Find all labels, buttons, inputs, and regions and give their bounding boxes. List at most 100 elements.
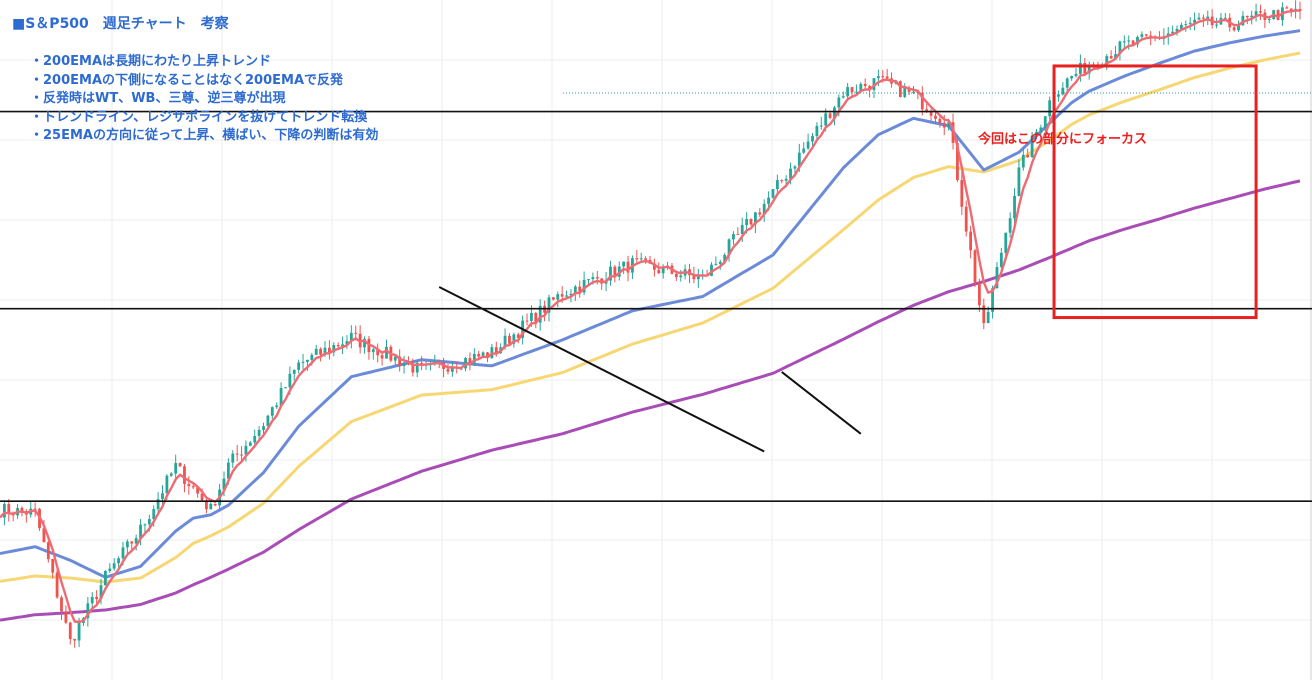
candle (117, 556, 120, 569)
candle-body (310, 354, 314, 360)
candle-body (244, 445, 248, 455)
candle-body (929, 111, 933, 116)
candle-body (1267, 19, 1271, 21)
candle-body (1087, 65, 1091, 74)
candle-body (920, 92, 924, 110)
candle-body (727, 239, 731, 255)
candle (112, 558, 116, 571)
candle-body (938, 118, 942, 123)
candle-body (547, 297, 551, 313)
candle-body (736, 233, 740, 235)
candle-body (762, 203, 766, 215)
candle (512, 332, 516, 348)
candle (828, 112, 832, 120)
candle (174, 454, 178, 482)
trendline (781, 371, 862, 435)
candle-body (942, 122, 946, 128)
candle-body (2, 504, 6, 518)
candle-body (46, 542, 50, 560)
candle-body (226, 462, 230, 479)
candle (270, 406, 274, 419)
candle-body (1237, 25, 1240, 31)
candle (385, 339, 388, 359)
candle-body (789, 168, 792, 179)
candle-body (51, 559, 55, 573)
candle (1241, 11, 1245, 27)
candle-body (516, 334, 520, 338)
candle (209, 501, 213, 510)
candle (1017, 159, 1021, 197)
candle-body (1215, 24, 1218, 26)
candle (635, 249, 639, 265)
candle (95, 590, 99, 606)
candle (402, 355, 406, 374)
candle (600, 278, 604, 290)
candle-body (1201, 17, 1205, 19)
candle-body (819, 125, 823, 127)
candle (86, 596, 90, 627)
candle-body (1250, 15, 1254, 18)
candle-body (1223, 17, 1227, 19)
candle-body (380, 355, 384, 359)
candle (802, 142, 806, 155)
candle-body (1118, 41, 1122, 55)
candle-body (64, 611, 68, 623)
candle (934, 112, 937, 125)
candle (1118, 40, 1122, 61)
candle (319, 347, 323, 362)
candle-body (301, 361, 305, 363)
candle (64, 605, 68, 625)
candle (393, 356, 397, 366)
candle (806, 133, 810, 150)
candle-body (749, 218, 753, 225)
candle (1188, 17, 1192, 31)
candle-body (784, 178, 788, 181)
candle (582, 271, 586, 296)
candle-body (898, 81, 902, 97)
candle-body (802, 148, 806, 153)
candle (1276, 9, 1280, 21)
candle-body (758, 212, 762, 215)
candle-body (1289, 8, 1293, 11)
candle-body (209, 503, 213, 510)
candle-body (652, 263, 656, 270)
candle-body (881, 76, 885, 78)
candle-body (191, 486, 195, 488)
candle-body (956, 142, 959, 181)
candle (710, 262, 713, 277)
candle-body (130, 541, 134, 544)
candle-body (530, 312, 533, 321)
candle-body (960, 180, 964, 207)
candle-body (850, 87, 854, 93)
candle (104, 570, 107, 586)
candle-body (578, 286, 582, 293)
candle (732, 231, 735, 245)
focus-label: 今回はこの部分にフォーカス (978, 132, 1148, 147)
candle-body (143, 524, 147, 526)
candle (1008, 212, 1012, 238)
candle (538, 299, 542, 331)
candle (736, 227, 740, 235)
candle (306, 359, 309, 371)
candle (213, 503, 217, 507)
candle-body (1004, 232, 1008, 253)
candle-body (323, 347, 327, 355)
candle (297, 359, 301, 374)
candle-body (147, 519, 151, 525)
candle-body (595, 277, 599, 279)
candle-body (1188, 22, 1192, 25)
candle-body (253, 436, 257, 443)
candle-body (297, 362, 301, 370)
candle-body (947, 122, 951, 128)
candle-body (732, 233, 735, 240)
candle-body (139, 524, 142, 539)
candle (846, 82, 850, 101)
candle-body (169, 473, 173, 476)
candle (525, 313, 529, 326)
candle-body (407, 363, 410, 365)
candle-body (995, 266, 999, 289)
candle-body (560, 294, 564, 297)
candle-body (183, 466, 186, 484)
candle (231, 450, 235, 469)
candle (284, 386, 287, 389)
